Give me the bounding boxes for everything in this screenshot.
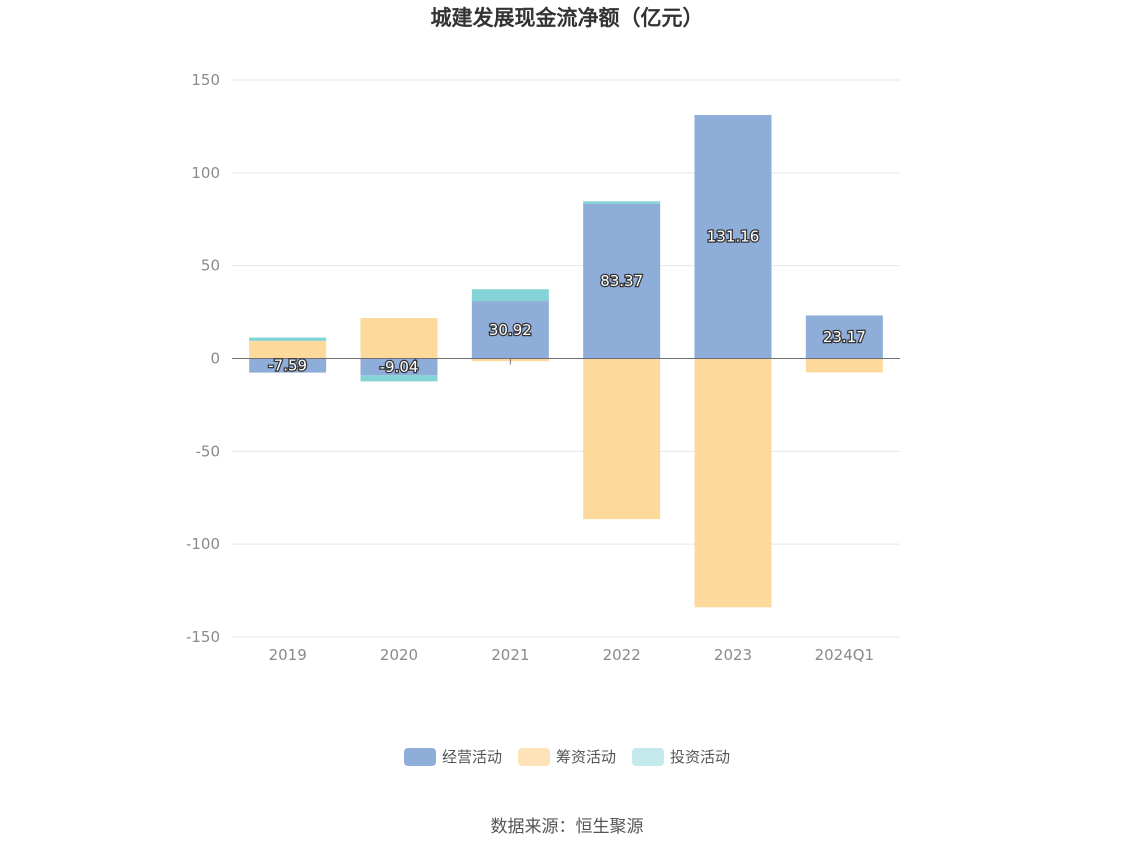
y-tick-label: -50	[196, 442, 221, 460]
x-tick-label: 2019	[269, 646, 307, 664]
y-tick-label: 100	[191, 164, 220, 182]
bar-financing	[249, 340, 327, 359]
data-label: 131.16	[707, 228, 760, 246]
bar-operating	[583, 203, 661, 359]
legend-item-financing[interactable]: 筹资活动	[517, 746, 616, 767]
bar-investing	[471, 289, 549, 302]
x-tick-label: 2023	[714, 646, 752, 664]
legend-swatch-investing	[632, 747, 664, 766]
bar-financing	[360, 318, 438, 359]
data-label: 23.17	[823, 328, 866, 346]
bar-financing	[694, 358, 772, 608]
legend-swatch-operating	[403, 747, 436, 766]
data-label: -9.04	[380, 358, 419, 376]
bar-investing	[360, 375, 438, 382]
bar-financing	[805, 358, 883, 373]
bar-operating	[471, 301, 549, 359]
bar-operating	[694, 114, 772, 359]
y-tick-label: 150	[191, 71, 220, 89]
legend-swatch-financing	[517, 747, 550, 766]
x-tick-label: 2024Q1	[815, 646, 875, 664]
bar-financing	[583, 358, 661, 520]
bar-operating	[360, 358, 438, 376]
chart-plot: 150 100 50 0 -50 -100 -150 -7.59 -9.04 30.92 83.37…	[186, 71, 900, 664]
legend-label-investing: 投资活动	[670, 748, 731, 766]
y-tick-label: -150	[186, 628, 220, 646]
bar-operating	[249, 358, 327, 373]
y-tick-label: -100	[186, 535, 220, 553]
data-label: 83.37	[600, 272, 643, 290]
legend-label-financing: 筹资活动	[555, 748, 616, 766]
source-note: 数据来源：恒生聚源	[490, 817, 644, 837]
data-label: 30.92	[489, 321, 532, 339]
y-tick-label: 0	[210, 350, 220, 368]
legend-item-investing[interactable]: 投资活动	[632, 746, 730, 767]
data-label: -7.59	[268, 357, 307, 375]
y-tick-label: 50	[201, 257, 220, 275]
x-tick-label: 2020	[380, 646, 418, 664]
legend-item-operating[interactable]: 经营活动	[403, 746, 502, 767]
x-tick-label: 2021	[491, 646, 529, 664]
legend-label-operating: 经营活动	[441, 748, 502, 766]
bar-investing	[583, 201, 661, 204]
bar-operating	[805, 315, 883, 359]
chart-title: 城建发展现金流净额（亿元）	[430, 6, 704, 30]
bar-investing	[249, 337, 327, 341]
x-tick-label: 2022	[603, 646, 641, 664]
chart-legend: 经营活动 筹资活动 投资活动	[0, 746, 1134, 767]
